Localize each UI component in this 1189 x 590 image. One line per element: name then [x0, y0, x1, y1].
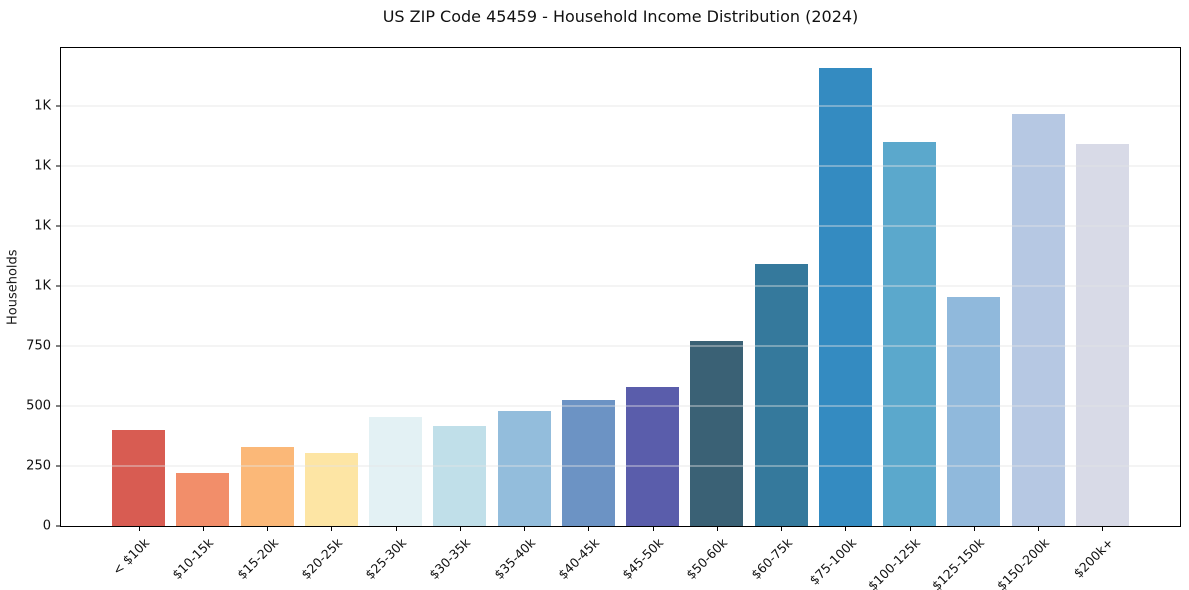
y-tick-label: 1K [34, 218, 51, 234]
x-tick-mark [716, 527, 718, 531]
bar-200k [1075, 144, 1129, 526]
chart-title: US ZIP Code 45459 - Household Income Dis… [382, 7, 859, 26]
bar-150-200k [1011, 114, 1065, 526]
y-tick-mark [56, 285, 60, 287]
x-tick-mark [973, 527, 975, 531]
x-tick-mark [781, 527, 783, 531]
x-tick-label: $20-25k [297, 535, 345, 583]
y-axis-label: Households [5, 249, 21, 325]
x-tick-mark [845, 527, 847, 531]
x-tick-label: $75-100k [806, 535, 859, 588]
x-tick-mark [331, 527, 333, 531]
x-tick-mark [588, 527, 590, 531]
x-tick-label: $25-30k [362, 535, 410, 583]
x-tick-mark [1102, 527, 1104, 531]
x-tick-label: $50-60k [683, 535, 731, 583]
y-tick-label: 250 [26, 458, 51, 474]
x-tick-mark [138, 527, 140, 531]
x-tick-mark [267, 527, 269, 531]
y-tick-label: 1K [34, 98, 51, 114]
x-tick-mark [524, 527, 526, 531]
x-tick-label: < $10k [109, 535, 153, 578]
bar-60-75k [754, 264, 808, 526]
bar-125-150k [947, 296, 1001, 526]
y-tick-mark [56, 405, 60, 407]
x-tick-label: $30-35k [426, 535, 474, 583]
y-tick-label: 500 [26, 398, 51, 414]
y-tick-label: 0 [42, 518, 51, 534]
x-tick-label: $200k+ [1070, 535, 1116, 581]
y-tick-mark [56, 345, 60, 347]
bar-100-125k [883, 141, 937, 526]
bar-45-50k [626, 386, 680, 526]
x-tick-mark [652, 527, 654, 531]
y-tick-label: 750 [26, 338, 51, 354]
x-tick-label: $125-150k [929, 535, 988, 590]
x-tick-mark [202, 527, 204, 531]
bar-50-60k [690, 341, 744, 526]
y-tick-mark [56, 525, 60, 527]
x-tick-label: $40-45k [554, 535, 602, 583]
x-tick-label: $150-200k [993, 535, 1052, 590]
x-tick-label: $45-50k [619, 535, 667, 583]
x-tick-label: $60-75k [747, 535, 795, 583]
bar-20-25k [304, 452, 358, 526]
y-tick-label: 1K [34, 158, 51, 174]
x-tick-label: $35-40k [490, 535, 538, 583]
x-tick-label: $10-15k [169, 535, 217, 583]
bar-10-15k [176, 473, 230, 526]
y-tick-mark [56, 165, 60, 167]
bar-10k [112, 429, 166, 526]
y-tick-label: 1K [34, 278, 51, 294]
bar-35-40k [497, 410, 551, 526]
x-tick-mark [1038, 527, 1040, 531]
y-tick-mark [56, 105, 60, 107]
plot-area: 0 250 500 750 1K 1K 1K 1K < $10k $10-15k $15-20k $2… [26, 47, 1181, 590]
y-tick-mark [56, 465, 60, 467]
y-tick-mark [56, 225, 60, 227]
bars-layer [61, 48, 1180, 526]
bar-40-45k [561, 399, 615, 526]
x-tick-mark [909, 527, 911, 531]
x-tick-label: $15-20k [233, 535, 281, 583]
x-tick-label: $100-125k [864, 535, 924, 590]
bar-75-100k [818, 68, 872, 526]
bar-25-30k [369, 416, 423, 526]
bar-15-20k [240, 446, 294, 526]
x-tick-mark [459, 527, 461, 531]
bar-30-35k [433, 426, 487, 526]
x-tick-mark [395, 527, 397, 531]
